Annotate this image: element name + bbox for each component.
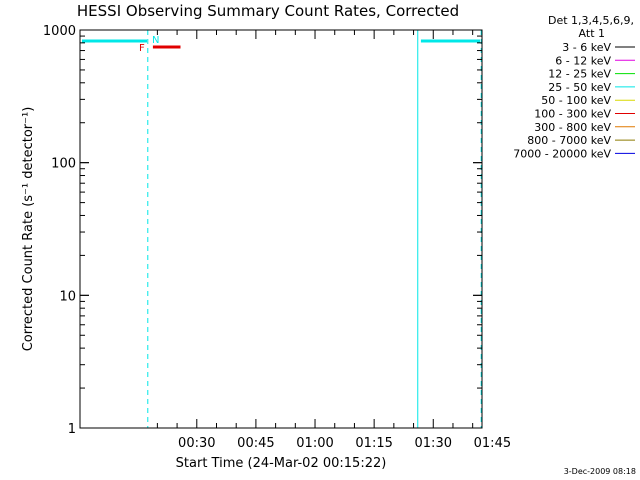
plot-frame [79, 29, 483, 429]
y-axis: 1 10 100 1000 [43, 24, 482, 437]
x-tick-label: 01:30 [415, 436, 452, 451]
flag-label-n: N [152, 35, 159, 46]
legend-entry-label: 3 - 6 keV [562, 41, 611, 54]
y-tick-label: 1 [68, 422, 76, 437]
chart-title: HESSI Observing Summary Count Rates, Cor… [77, 2, 459, 20]
x-tick-label: 00:30 [178, 436, 215, 451]
x-tick-label: 01:15 [355, 436, 392, 451]
x-axis-label: Start Time (24-Mar-02 00:15:22) [176, 456, 387, 471]
y-tick-label: 100 [51, 157, 76, 172]
legend-entry-label: 100 - 300 keV [534, 108, 611, 121]
x-tick-label: 00:45 [237, 436, 274, 451]
legend-entry-label: 300 - 800 keV [534, 121, 611, 134]
legend-title-line-2: Att 1 [579, 27, 605, 40]
x-tick-label: 01:45 [474, 436, 511, 451]
y-tick-label: 10 [59, 289, 76, 304]
legend-entry-label: 7000 - 20000 keV [513, 147, 611, 160]
legend-title-line-1: Det 1,3,4,5,6,9, [548, 14, 634, 27]
footer-timestamp: 3-Dec-2009 08:18 [564, 467, 636, 476]
flag-label-f: F [139, 43, 145, 54]
legend-entry-label: 12 - 25 keV [548, 68, 611, 81]
legend-entry-label: 50 - 100 keV [541, 94, 611, 107]
legend-entry-label: 25 - 50 keV [548, 81, 611, 94]
x-axis: 00:30 00:45 01:00 01:15 01:30 01:45 [156, 30, 511, 451]
legend-entry-label: 6 - 12 keV [555, 54, 611, 67]
marker-layer: NF [81, 30, 482, 428]
y-tick-label: 1000 [43, 24, 76, 39]
x-tick-label: 01:00 [296, 436, 333, 451]
legend-entry-label: 800 - 7000 keV [527, 134, 611, 147]
y-axis-label: Corrected Count Rate (s⁻¹ detector⁻¹) [21, 107, 36, 352]
